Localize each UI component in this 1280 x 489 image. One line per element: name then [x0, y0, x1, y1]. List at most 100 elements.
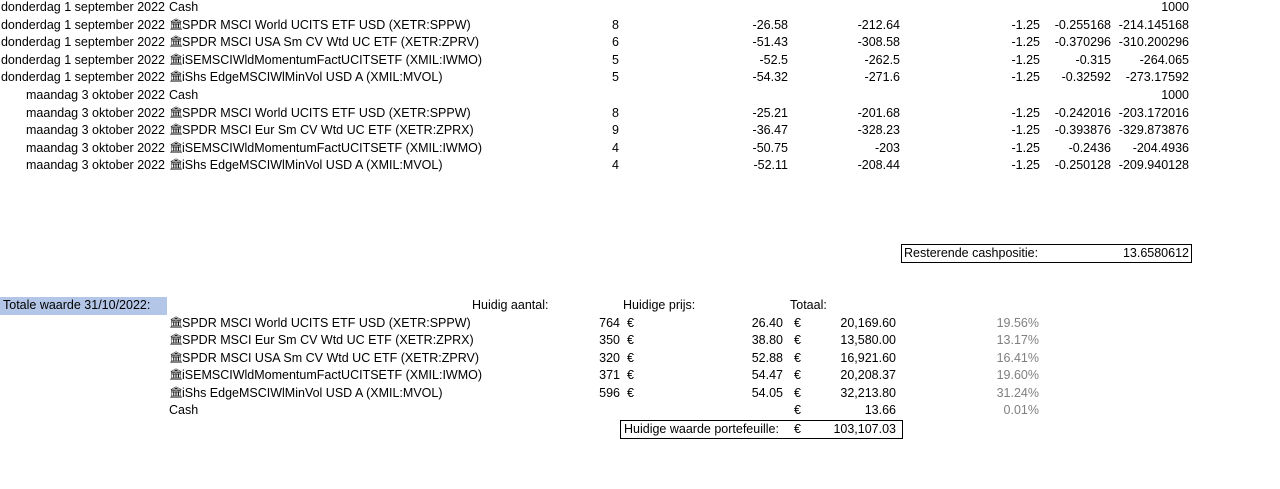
header-total[interactable]: Totaal:: [790, 298, 827, 312]
tx-date[interactable]: donderdag 1 september 2022: [0, 52, 165, 67]
tx-qty[interactable]: 8: [612, 17, 619, 32]
total-currency[interactable]: €: [794, 403, 801, 417]
tx-tax[interactable]: -0.2436: [1068, 140, 1111, 155]
tx-value[interactable]: -328.23: [857, 123, 900, 138]
tx-name[interactable]: Cash: [169, 88, 199, 102]
holding-qty[interactable]: 350: [599, 333, 620, 348]
tx-tax[interactable]: -0.393876: [1054, 123, 1111, 138]
price-currency[interactable]: €: [627, 350, 634, 365]
total-currency[interactable]: €: [794, 316, 801, 330]
holding-price[interactable]: 26.40: [751, 316, 783, 330]
tx-total[interactable]: -204.4936: [1132, 140, 1189, 155]
tx-value[interactable]: -201.68: [857, 105, 900, 120]
holding-percentage[interactable]: 16.41%: [996, 350, 1039, 365]
tx-fee[interactable]: -1.25: [1011, 140, 1041, 155]
total-currency[interactable]: €: [794, 333, 801, 348]
tx-date[interactable]: maandag 3 oktober 2022: [26, 158, 165, 173]
tx-qty[interactable]: 9: [612, 123, 619, 138]
total-currency[interactable]: €: [794, 350, 801, 365]
holding-percentage[interactable]: 19.56%: [996, 316, 1039, 330]
summary-title[interactable]: Totale waarde 31/10/2022:: [3, 298, 151, 312]
tx-date[interactable]: maandag 3 oktober 2022: [26, 140, 165, 155]
tx-price[interactable]: -51.43: [752, 35, 788, 50]
holding-name[interactable]: SPDR MSCI USA Sm CV Wtd UC ETF (XETR:ZPR…: [182, 350, 480, 365]
tx-date[interactable]: donderdag 1 september 2022: [0, 35, 165, 50]
tx-price[interactable]: -54.32: [752, 70, 788, 85]
tx-value[interactable]: -203: [874, 140, 900, 155]
tx-tax[interactable]: -0.255168: [1054, 17, 1111, 32]
tx-total[interactable]: -329.873876: [1118, 123, 1189, 138]
tx-price[interactable]: -50.75: [752, 140, 788, 155]
holding-price[interactable]: 38.80: [751, 333, 783, 348]
holding-percentage[interactable]: 13.17%: [996, 333, 1039, 348]
portfolio-value[interactable]: 103,107.03: [833, 422, 896, 436]
tx-tax[interactable]: -0.242016: [1054, 105, 1111, 120]
holding-total[interactable]: 13.66: [864, 403, 896, 417]
holding-total[interactable]: 20,208.37: [840, 368, 896, 383]
tx-value[interactable]: -271.6: [864, 70, 900, 85]
tx-qty[interactable]: 5: [612, 52, 619, 67]
holding-name[interactable]: SPDR MSCI Eur Sm CV Wtd UC ETF (XETR:ZPR…: [182, 333, 474, 348]
header-qty[interactable]: Huidig aantal:: [472, 298, 549, 312]
holding-name[interactable]: SPDR MSCI World UCITS ETF USD (XETR:SPPW…: [182, 316, 471, 330]
holding-name[interactable]: Cash: [169, 403, 199, 417]
tx-total[interactable]: -264.065: [1139, 52, 1189, 67]
portfolio-currency[interactable]: €: [794, 422, 801, 436]
holding-total[interactable]: 32,213.80: [840, 385, 896, 400]
tx-name[interactable]: SPDR MSCI World UCITS ETF USD (XETR:SPPW…: [182, 105, 471, 120]
header-price[interactable]: Huidige prijs:: [623, 298, 696, 312]
total-currency[interactable]: €: [794, 385, 801, 400]
tx-fee[interactable]: -1.25: [1011, 123, 1041, 138]
tx-date[interactable]: donderdag 1 september 2022: [0, 70, 165, 85]
tx-value[interactable]: -212.64: [857, 17, 900, 32]
tx-date[interactable]: maandag 3 oktober 2022: [26, 123, 165, 138]
tx-qty[interactable]: 5: [612, 70, 619, 85]
tx-qty[interactable]: 6: [612, 35, 619, 50]
tx-name[interactable]: iSEMSCIWldMomentumFactUCITSETF (XMIL:IWM…: [182, 140, 483, 155]
tx-price[interactable]: -52.11: [753, 158, 788, 173]
holding-price[interactable]: 52.88: [751, 350, 783, 365]
tx-tax[interactable]: -0.32592: [1061, 70, 1111, 85]
portfolio-label[interactable]: Huidige waarde portefeuille:: [624, 422, 779, 436]
tx-total[interactable]: -214.145168: [1118, 17, 1189, 32]
tx-tax[interactable]: -0.370296: [1054, 35, 1111, 50]
holding-total[interactable]: 16,921.60: [840, 350, 896, 365]
total-currency[interactable]: €: [794, 368, 801, 383]
holding-name[interactable]: iSEMSCIWldMomentumFactUCITSETF (XMIL:IWM…: [182, 368, 483, 383]
holding-price[interactable]: 54.47: [751, 368, 783, 383]
price-currency[interactable]: €: [627, 316, 634, 330]
tx-fee[interactable]: -1.25: [1011, 158, 1041, 173]
tx-total[interactable]: -209.940128: [1118, 158, 1189, 173]
holding-name[interactable]: iShs EdgeMSCIWlMinVol USD A (XMIL:MVOL): [182, 385, 443, 400]
tx-qty[interactable]: 4: [612, 140, 619, 155]
price-currency[interactable]: €: [627, 385, 634, 400]
tx-tax[interactable]: -0.315: [1075, 52, 1111, 67]
holding-qty[interactable]: 371: [599, 368, 620, 383]
tx-tax[interactable]: -0.250128: [1054, 158, 1111, 173]
tx-price[interactable]: -36.47: [752, 123, 788, 138]
holding-total[interactable]: 13,580.00: [840, 333, 896, 348]
tx-date[interactable]: donderdag 1 september 2022: [0, 17, 165, 32]
tx-total[interactable]: -273.17592: [1125, 70, 1189, 85]
holding-qty[interactable]: 596: [599, 385, 620, 400]
tx-name[interactable]: SPDR MSCI Eur Sm CV Wtd UC ETF (XETR:ZPR…: [182, 123, 474, 138]
tx-total[interactable]: -203.172016: [1118, 105, 1189, 120]
tx-total[interactable]: 1000: [1161, 88, 1189, 102]
tx-fee[interactable]: -1.25: [1011, 52, 1041, 67]
tx-date[interactable]: donderdag 1 september 2022: [0, 0, 165, 14]
tx-total[interactable]: -310.200296: [1118, 35, 1189, 50]
price-currency[interactable]: €: [627, 368, 634, 383]
cash-remaining-label[interactable]: Resterende cashpositie:: [904, 246, 1039, 260]
tx-name[interactable]: SPDR MSCI World UCITS ETF USD (XETR:SPPW…: [182, 17, 471, 32]
tx-value[interactable]: -308.58: [857, 35, 900, 50]
holding-qty[interactable]: 320: [599, 350, 620, 365]
tx-fee[interactable]: -1.25: [1011, 35, 1041, 50]
holding-percentage[interactable]: 19.60%: [996, 368, 1039, 383]
tx-name[interactable]: iSEMSCIWldMomentumFactUCITSETF (XMIL:IWM…: [182, 52, 483, 67]
tx-value[interactable]: -262.5: [864, 52, 900, 67]
tx-price[interactable]: -25.21: [752, 105, 788, 120]
tx-date[interactable]: maandag 3 oktober 2022: [26, 105, 165, 120]
tx-fee[interactable]: -1.25: [1011, 17, 1041, 32]
holding-total[interactable]: 20,169.60: [840, 316, 896, 330]
tx-price[interactable]: -52.5: [759, 52, 789, 67]
